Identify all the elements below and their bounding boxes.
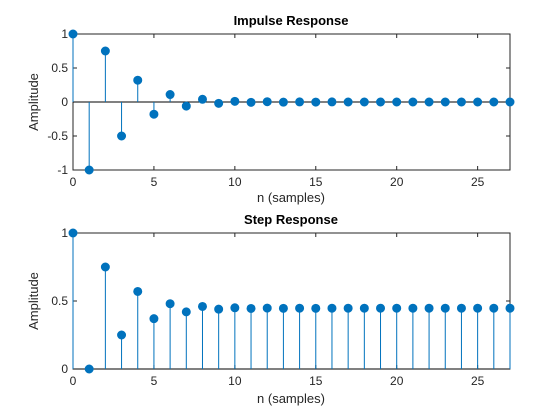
step-response-axes: Step Response n (samples) Amplitude 0 5 10… xyxy=(26,212,515,406)
y-axis-label: Amplitude xyxy=(26,73,41,131)
stem-marker xyxy=(489,303,499,313)
stem-marker xyxy=(68,228,78,238)
stem-marker xyxy=(262,303,272,313)
stem-marker xyxy=(440,303,450,313)
y-tick-label: -0.5 xyxy=(47,129,68,143)
stem-marker xyxy=(278,97,288,107)
stem-marker xyxy=(456,303,466,313)
stem-marker xyxy=(230,96,240,106)
stem-marker xyxy=(424,303,434,313)
stem-marker xyxy=(376,97,386,107)
stem-marker xyxy=(440,97,450,107)
stem-marker xyxy=(343,97,353,107)
x-axis-label: n (samples) xyxy=(257,190,325,205)
stem-marker xyxy=(311,303,321,313)
stem-marker xyxy=(295,303,305,313)
stem-marker xyxy=(359,303,369,313)
stem-marker xyxy=(311,97,321,107)
chart-title: Impulse Response xyxy=(234,13,349,28)
y-tick-label: 1 xyxy=(61,226,68,240)
stem-marker xyxy=(181,307,191,317)
y-tick-label: 0.5 xyxy=(51,61,68,75)
stem-marker xyxy=(246,303,256,313)
x-axis-label: n (samples) xyxy=(257,391,325,406)
stem-marker xyxy=(473,303,483,313)
x-tick-label: 5 xyxy=(151,374,158,388)
stem-marker xyxy=(181,101,191,111)
x-tick-label: 10 xyxy=(228,374,242,388)
stem-marker xyxy=(246,97,256,107)
stem-marker xyxy=(84,364,94,374)
stem-marker xyxy=(424,97,434,107)
stem-marker xyxy=(327,303,337,313)
stem-marker xyxy=(408,303,418,313)
stem-marker xyxy=(505,97,515,107)
stem-marker xyxy=(262,97,272,107)
y-tick-label: -1 xyxy=(57,163,68,177)
stem-marker xyxy=(133,75,143,85)
chart-title: Step Response xyxy=(244,212,338,227)
stem-marker xyxy=(343,303,353,313)
impulse-response-axes: Impulse Response n (samples) Amplitude 0… xyxy=(26,13,515,205)
stem-marker xyxy=(100,46,110,56)
stem-marker xyxy=(456,97,466,107)
stem-marker xyxy=(408,97,418,107)
stem-marker xyxy=(149,109,159,119)
x-tick-label: 25 xyxy=(471,374,485,388)
x-tick-label: 20 xyxy=(390,374,404,388)
x-tick-label: 5 xyxy=(151,175,158,189)
y-tick-label: 0 xyxy=(61,362,68,376)
stem-marker xyxy=(473,97,483,107)
stem-marker xyxy=(278,303,288,313)
stem-marker xyxy=(100,262,110,272)
stem-marker xyxy=(327,97,337,107)
stem-marker xyxy=(133,286,143,296)
stem-marker xyxy=(165,299,175,309)
stem-marker xyxy=(165,90,175,100)
stems xyxy=(68,228,515,374)
stem-marker xyxy=(197,301,207,311)
x-tick-label: 0 xyxy=(70,374,77,388)
stem-marker xyxy=(392,303,402,313)
stem-marker xyxy=(505,303,515,313)
stem-marker xyxy=(117,131,127,141)
stem-marker xyxy=(359,97,369,107)
stem-marker xyxy=(149,314,159,324)
stems xyxy=(68,29,515,175)
y-axis-label: Amplitude xyxy=(26,272,41,330)
x-tick-label: 15 xyxy=(309,175,323,189)
stem-marker xyxy=(214,98,224,108)
stem-marker xyxy=(214,304,224,314)
y-tick-label: 0.5 xyxy=(51,294,68,308)
ticks: 0 5 10 15 20 25 -1 -0.5 0 0.5 1 xyxy=(47,27,510,189)
y-tick-label: 1 xyxy=(61,27,68,41)
stem-marker xyxy=(117,330,127,340)
plot-area xyxy=(72,232,511,370)
y-tick-label: 0 xyxy=(61,95,68,109)
stem-marker xyxy=(197,94,207,104)
stem-marker xyxy=(230,303,240,313)
x-tick-label: 20 xyxy=(390,175,404,189)
stem-marker xyxy=(68,29,78,39)
stem-marker xyxy=(392,97,402,107)
stem-marker xyxy=(376,303,386,313)
stem-marker xyxy=(84,165,94,175)
x-tick-label: 0 xyxy=(70,175,77,189)
x-tick-label: 10 xyxy=(228,175,242,189)
stem-marker xyxy=(295,97,305,107)
x-tick-label: 25 xyxy=(471,175,485,189)
stem-marker xyxy=(489,97,499,107)
x-tick-label: 15 xyxy=(309,374,323,388)
